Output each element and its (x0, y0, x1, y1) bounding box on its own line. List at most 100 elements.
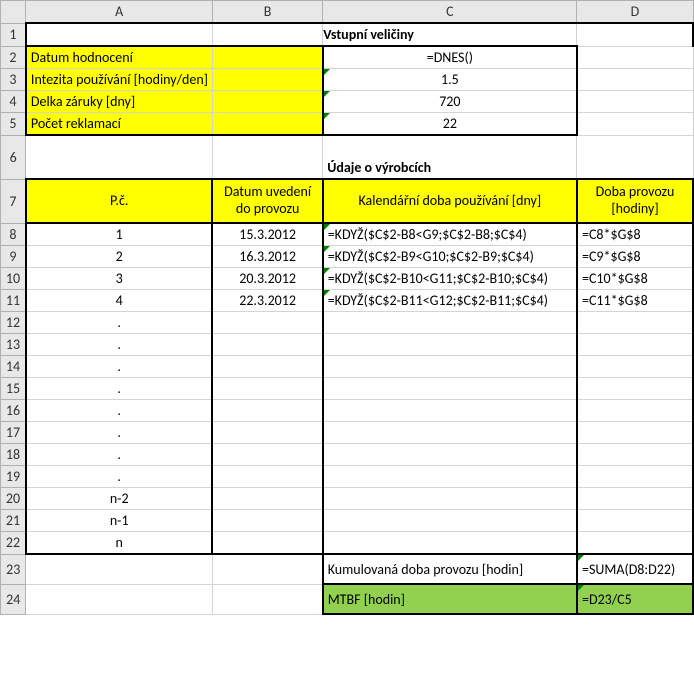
cell-D6[interactable] (577, 135, 693, 179)
cell-D12[interactable] (577, 312, 693, 334)
cell-D10[interactable]: =C10*$G$8 (577, 268, 693, 290)
cell-C4[interactable]: 720 (323, 91, 577, 113)
cell-C24[interactable]: MTBF [hodin] (323, 584, 577, 614)
cell-C20[interactable] (323, 488, 577, 510)
cell-A24[interactable] (26, 584, 213, 614)
cell-A19[interactable]: . (26, 466, 213, 488)
cell-B17[interactable] (212, 422, 322, 444)
cell-C10[interactable]: =KDYŽ($C$2-B10<G11;$C$2-B10;$C$4) (323, 268, 577, 290)
row-header-21[interactable]: 21 (1, 510, 26, 532)
cell-D22[interactable] (577, 532, 693, 555)
row-header-13[interactable]: 13 (1, 334, 26, 356)
cell-B13[interactable] (212, 334, 322, 356)
row-header-24[interactable]: 24 (1, 584, 26, 614)
row-header-1[interactable]: 1 (1, 23, 26, 46)
col-header-B[interactable]: B (212, 1, 322, 24)
row-header-5[interactable]: 5 (1, 113, 26, 136)
cell-C12[interactable] (323, 312, 577, 334)
cell-B23[interactable] (212, 554, 322, 584)
cell-B8[interactable]: 15.3.2012 (212, 223, 322, 246)
cell-A9[interactable]: 2 (26, 246, 213, 268)
row-header-17[interactable]: 17 (1, 422, 26, 444)
cell-D3[interactable] (577, 69, 693, 91)
cell-B24[interactable] (212, 584, 322, 614)
cell-A22[interactable]: n (26, 532, 213, 555)
cell-B21[interactable] (212, 510, 322, 532)
cell-B3[interactable] (212, 69, 322, 91)
cell-C5[interactable]: 22 (323, 113, 577, 136)
cell-A5[interactable]: Počet reklamací (26, 113, 213, 136)
row-header-22[interactable]: 22 (1, 532, 26, 555)
cell-C15[interactable] (323, 378, 577, 400)
cell-D17[interactable] (577, 422, 693, 444)
cell-D11[interactable]: =C11*$G$8 (577, 290, 693, 312)
row-header-3[interactable]: 3 (1, 69, 26, 91)
cell-D9[interactable]: =C9*$G$8 (577, 246, 693, 268)
cell-B4[interactable] (212, 91, 322, 113)
cell-A3[interactable]: Intezita používání [hodiny/den] (26, 69, 213, 91)
row-header-23[interactable]: 23 (1, 554, 26, 584)
row-header-8[interactable]: 8 (1, 223, 26, 246)
cell-A4[interactable]: Delka záruky [dny] (26, 91, 213, 113)
cell-A12[interactable]: . (26, 312, 213, 334)
row-header-14[interactable]: 14 (1, 356, 26, 378)
cell-A16[interactable]: . (26, 400, 213, 422)
cell-B14[interactable] (212, 356, 322, 378)
cell-A18[interactable]: . (26, 444, 213, 466)
row-header-7[interactable]: 7 (1, 179, 26, 223)
row-header-6[interactable]: 6 (1, 135, 26, 179)
cell-A15[interactable]: . (26, 378, 213, 400)
cell-B5[interactable] (212, 113, 322, 136)
cell-D24[interactable]: =D23/C5 (577, 584, 693, 614)
cell-B11[interactable]: 22.3.2012 (212, 290, 322, 312)
cell-C8[interactable]: =KDYŽ($C$2-B8<G9;$C$2-B8;$C$4) (323, 223, 577, 246)
row-header-10[interactable]: 10 (1, 268, 26, 290)
cell-B16[interactable] (212, 400, 322, 422)
cell-C3[interactable]: 1.5 (323, 69, 577, 91)
cell-B12[interactable] (212, 312, 322, 334)
cell-A7[interactable]: P.č. (26, 179, 213, 223)
cell-D23[interactable]: =SUMA(D8:D22) (577, 554, 693, 584)
cell-C14[interactable] (323, 356, 577, 378)
cell-C11[interactable]: =KDYŽ($C$2-B11<G12;$C$2-B11;$C$4) (323, 290, 577, 312)
cell-D2[interactable] (577, 46, 693, 69)
col-header-C[interactable]: C (323, 1, 577, 24)
cell-B9[interactable]: 16.3.2012 (212, 246, 322, 268)
cell-A23[interactable] (26, 554, 213, 584)
cell-D7[interactable]: Doba provozu [hodiny] (577, 179, 693, 223)
cell-A6[interactable] (26, 135, 213, 179)
cell-C6[interactable]: Údaje o výrobcích (323, 135, 577, 179)
cell-D14[interactable] (577, 356, 693, 378)
cell-D1[interactable] (577, 23, 693, 46)
row-header-9[interactable]: 9 (1, 246, 26, 268)
cell-D8[interactable]: =C8*$G$8 (577, 223, 693, 246)
row-header-18[interactable]: 18 (1, 444, 26, 466)
cell-C2[interactable]: =DNES() (323, 46, 577, 69)
cell-C7[interactable]: Kalendářní doba používání [dny] (323, 179, 577, 223)
cell-C22[interactable] (323, 532, 577, 555)
row-header-19[interactable]: 19 (1, 466, 26, 488)
row-header-16[interactable]: 16 (1, 400, 26, 422)
cell-C9[interactable]: =KDYŽ($C$2-B9<G10;$C$2-B9;$C$4) (323, 246, 577, 268)
cell-B18[interactable] (212, 444, 322, 466)
cell-C13[interactable] (323, 334, 577, 356)
cell-D20[interactable] (577, 488, 693, 510)
cell-A21[interactable]: n-1 (26, 510, 213, 532)
cell-B10[interactable]: 20.3.2012 (212, 268, 322, 290)
cell-B19[interactable] (212, 466, 322, 488)
cell-C1[interactable]: Vstupní veličiny (323, 23, 577, 46)
row-header-4[interactable]: 4 (1, 91, 26, 113)
row-header-11[interactable]: 11 (1, 290, 26, 312)
cell-D18[interactable] (577, 444, 693, 466)
cell-A14[interactable]: . (26, 356, 213, 378)
col-header-D[interactable]: D (577, 1, 693, 24)
row-header-20[interactable]: 20 (1, 488, 26, 510)
cell-D19[interactable] (577, 466, 693, 488)
cell-D15[interactable] (577, 378, 693, 400)
cell-A8[interactable]: 1 (26, 223, 213, 246)
cell-D21[interactable] (577, 510, 693, 532)
cell-C18[interactable] (323, 444, 577, 466)
cell-A13[interactable]: . (26, 334, 213, 356)
cell-C16[interactable] (323, 400, 577, 422)
row-header-12[interactable]: 12 (1, 312, 26, 334)
